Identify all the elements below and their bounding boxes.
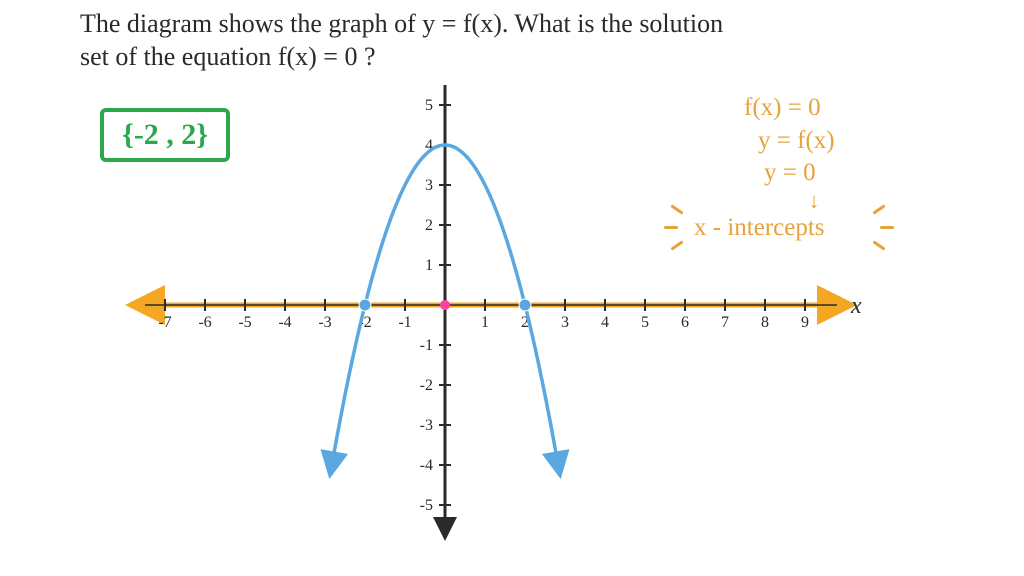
x-tick-label: 7 <box>721 314 729 331</box>
page-container: The diagram shows the graph of y = f(x).… <box>0 0 1024 576</box>
y-tick-label: -2 <box>420 377 433 394</box>
question-line2: set of the equation f(x) = 0 ? <box>80 42 376 71</box>
y-tick-label: -3 <box>420 417 433 434</box>
x-tick-label: 9 <box>801 314 809 331</box>
x-tick-label: 1 <box>481 314 489 331</box>
x-tick-label: -6 <box>198 314 211 331</box>
intercept-dot <box>359 299 371 311</box>
x-tick-label: -1 <box>398 314 411 331</box>
x-tick-label: -5 <box>238 314 251 331</box>
x-axis-label: x <box>850 293 862 319</box>
y-tick-label: -5 <box>420 497 433 514</box>
y-tick-label: 5 <box>425 97 433 114</box>
graph: -7-6-5-4-3-2-1123456789-5-4-3-2-1123456x… <box>45 85 985 565</box>
y-tick-label: 3 <box>425 177 433 194</box>
intercept-dot <box>519 299 531 311</box>
question-line1: The diagram shows the graph of y = f(x).… <box>80 9 723 38</box>
y-tick-label: -4 <box>420 457 433 474</box>
x-tick-label: 5 <box>641 314 649 331</box>
y-tick-label: 1 <box>425 257 433 274</box>
x-tick-label: 6 <box>681 314 689 331</box>
x-tick-label: -4 <box>278 314 291 331</box>
x-tick-label: 8 <box>761 314 769 331</box>
x-tick-label: 3 <box>561 314 569 331</box>
y-tick-label: 2 <box>425 217 433 234</box>
x-tick-label: -7 <box>158 314 171 331</box>
origin-dot <box>440 300 450 310</box>
graph-svg: -7-6-5-4-3-2-1123456789-5-4-3-2-1123456x… <box>45 85 985 560</box>
y-tick-label: -1 <box>420 337 433 354</box>
x-tick-label: -3 <box>318 314 331 331</box>
question-text: The diagram shows the graph of y = f(x).… <box>80 8 930 73</box>
x-tick-label: 4 <box>601 314 609 331</box>
